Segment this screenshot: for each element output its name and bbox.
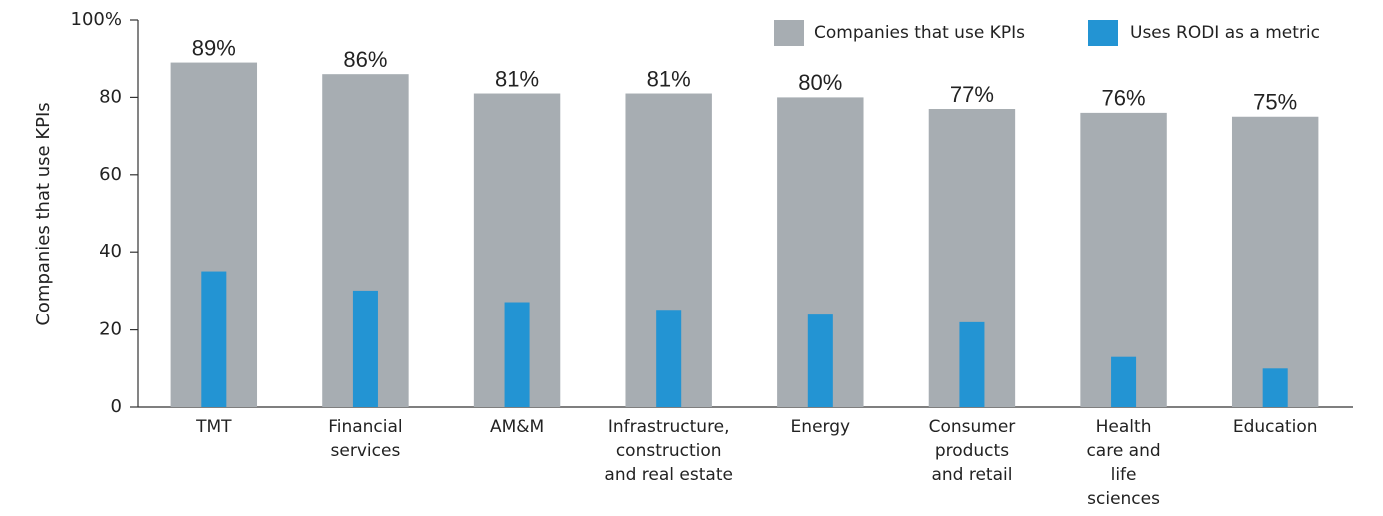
value-label: 77% [950,82,994,107]
value-label: 76% [1102,86,1146,111]
bar [201,271,227,407]
value-label: 81% [495,66,539,91]
bar [352,290,378,407]
legend-label: Uses RODI as a metric [1130,23,1320,43]
bar [959,321,985,407]
y-tick-label: 0 [111,396,122,417]
value-label: 86% [343,47,387,72]
x-tick-label: TMT [195,417,232,437]
value-label: 81% [647,66,691,91]
y-tick-label: 80 [99,86,122,107]
legend-swatch [774,20,804,46]
x-tick-label: Consumer products and retail [929,417,1016,485]
bar [807,314,833,407]
x-tick-label: Health care and life sciences [1086,417,1160,509]
x-tick-label: AM&M [490,417,544,437]
bar [504,302,530,407]
y-tick-label: 60 [99,164,122,185]
legend-swatch [1088,20,1118,46]
value-label: 80% [798,70,842,95]
value-label: 75% [1253,90,1297,115]
x-tick-label: Infrastructure, construction and real esta… [604,417,733,485]
value-label: 89% [192,35,236,60]
x-tick-label: Energy [791,417,851,437]
bar [1262,368,1288,407]
x-tick-label: Education [1233,417,1318,437]
bar [656,310,682,407]
y-tick-label: 100% [71,9,122,30]
y-tick-label: 20 [99,319,122,340]
bar [1231,116,1319,407]
x-tick-label: Financial services [328,417,402,461]
y-tick-label: 40 [99,241,122,262]
bar [1111,356,1137,407]
y-axis-label: Companies that use KPIs [33,102,54,325]
legend-label: Companies that use KPIs [814,23,1025,43]
